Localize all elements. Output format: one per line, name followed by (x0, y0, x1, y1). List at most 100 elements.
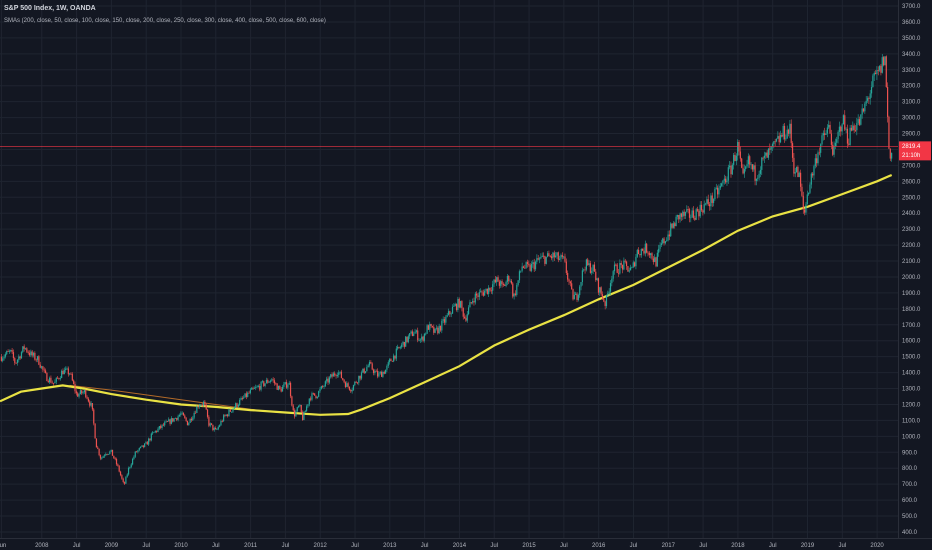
candle[interactable] (277, 385, 280, 391)
candle[interactable] (778, 132, 780, 146)
candle[interactable] (398, 346, 400, 349)
candle[interactable] (838, 121, 841, 136)
candle[interactable] (283, 381, 285, 389)
candle[interactable] (857, 114, 859, 126)
candle[interactable] (58, 377, 60, 381)
candle[interactable] (537, 255, 539, 261)
candle[interactable] (569, 280, 571, 287)
candle[interactable] (265, 377, 268, 384)
candle[interactable] (577, 293, 579, 302)
candle[interactable] (284, 381, 286, 385)
candle[interactable] (528, 260, 530, 267)
candle[interactable] (107, 453, 110, 455)
candle[interactable] (267, 378, 269, 384)
candle[interactable] (55, 377, 57, 385)
candle[interactable] (307, 404, 309, 408)
candle[interactable] (160, 424, 162, 430)
candle[interactable] (490, 287, 492, 294)
candle[interactable] (647, 250, 649, 257)
candle[interactable] (766, 150, 768, 158)
candle[interactable] (683, 209, 685, 220)
candle[interactable] (162, 422, 164, 427)
candle[interactable] (210, 423, 213, 426)
candle[interactable] (74, 381, 76, 394)
candle[interactable] (814, 154, 816, 169)
candle[interactable] (488, 285, 490, 298)
candle[interactable] (698, 208, 700, 221)
candle[interactable] (829, 121, 831, 134)
candle[interactable] (77, 391, 79, 397)
candle[interactable] (711, 192, 713, 207)
candle[interactable] (54, 379, 56, 384)
candle[interactable] (212, 424, 214, 432)
candle[interactable] (559, 255, 561, 261)
candle[interactable] (617, 269, 620, 277)
candle[interactable] (472, 298, 474, 305)
candle[interactable] (423, 333, 426, 343)
candle[interactable] (870, 81, 873, 98)
candle[interactable] (146, 440, 148, 445)
candle[interactable] (110, 449, 112, 453)
candle[interactable] (409, 333, 411, 339)
candle[interactable] (514, 290, 517, 297)
candle[interactable] (666, 237, 668, 242)
candle[interactable] (417, 327, 419, 343)
candle[interactable] (172, 418, 174, 423)
candle[interactable] (288, 380, 290, 385)
candle[interactable] (557, 251, 559, 263)
candle[interactable] (858, 116, 861, 126)
candle[interactable] (276, 382, 278, 390)
candle[interactable] (241, 396, 243, 401)
candle[interactable] (450, 312, 452, 318)
candle[interactable] (425, 332, 427, 336)
candle[interactable] (109, 450, 111, 455)
candle[interactable] (504, 283, 506, 286)
candle[interactable] (733, 152, 735, 170)
candle[interactable] (808, 192, 810, 196)
candle[interactable] (635, 254, 637, 270)
candle[interactable] (542, 252, 545, 259)
candle[interactable] (530, 261, 533, 273)
candle[interactable] (616, 262, 618, 274)
candle[interactable] (319, 387, 321, 393)
candle[interactable] (462, 307, 464, 320)
candle[interactable] (11, 348, 13, 354)
candle[interactable] (3, 354, 5, 361)
candle[interactable] (757, 175, 759, 182)
candle[interactable] (522, 265, 525, 269)
candle[interactable] (8, 349, 11, 355)
candle[interactable] (169, 418, 171, 426)
candle[interactable] (7, 349, 9, 352)
candle[interactable] (521, 262, 523, 273)
candle[interactable] (364, 371, 367, 374)
candle[interactable] (580, 281, 582, 291)
candle[interactable] (798, 171, 800, 178)
candle[interactable] (360, 370, 363, 381)
candle[interactable] (97, 445, 99, 450)
candle[interactable] (518, 269, 521, 283)
candle[interactable] (540, 253, 542, 260)
candle[interactable] (887, 82, 889, 123)
candle[interactable] (794, 167, 796, 178)
candle[interactable] (389, 358, 391, 365)
candle[interactable] (687, 205, 689, 214)
candle[interactable] (751, 163, 754, 172)
candle[interactable] (842, 114, 845, 125)
candle[interactable] (89, 399, 91, 408)
candle[interactable] (185, 417, 187, 422)
candle[interactable] (466, 311, 468, 323)
candle[interactable] (795, 166, 798, 173)
candle[interactable] (517, 280, 519, 287)
candle[interactable] (481, 289, 483, 296)
candle[interactable] (216, 428, 218, 431)
candle[interactable] (227, 413, 229, 418)
candle[interactable] (95, 438, 98, 448)
candle[interactable] (891, 152, 893, 162)
candle[interactable] (556, 251, 558, 259)
candle[interactable] (28, 350, 31, 357)
candle[interactable] (755, 178, 758, 186)
candle[interactable] (26, 347, 28, 354)
candle[interactable] (106, 453, 108, 456)
candle[interactable] (749, 154, 751, 168)
candle[interactable] (287, 383, 289, 390)
